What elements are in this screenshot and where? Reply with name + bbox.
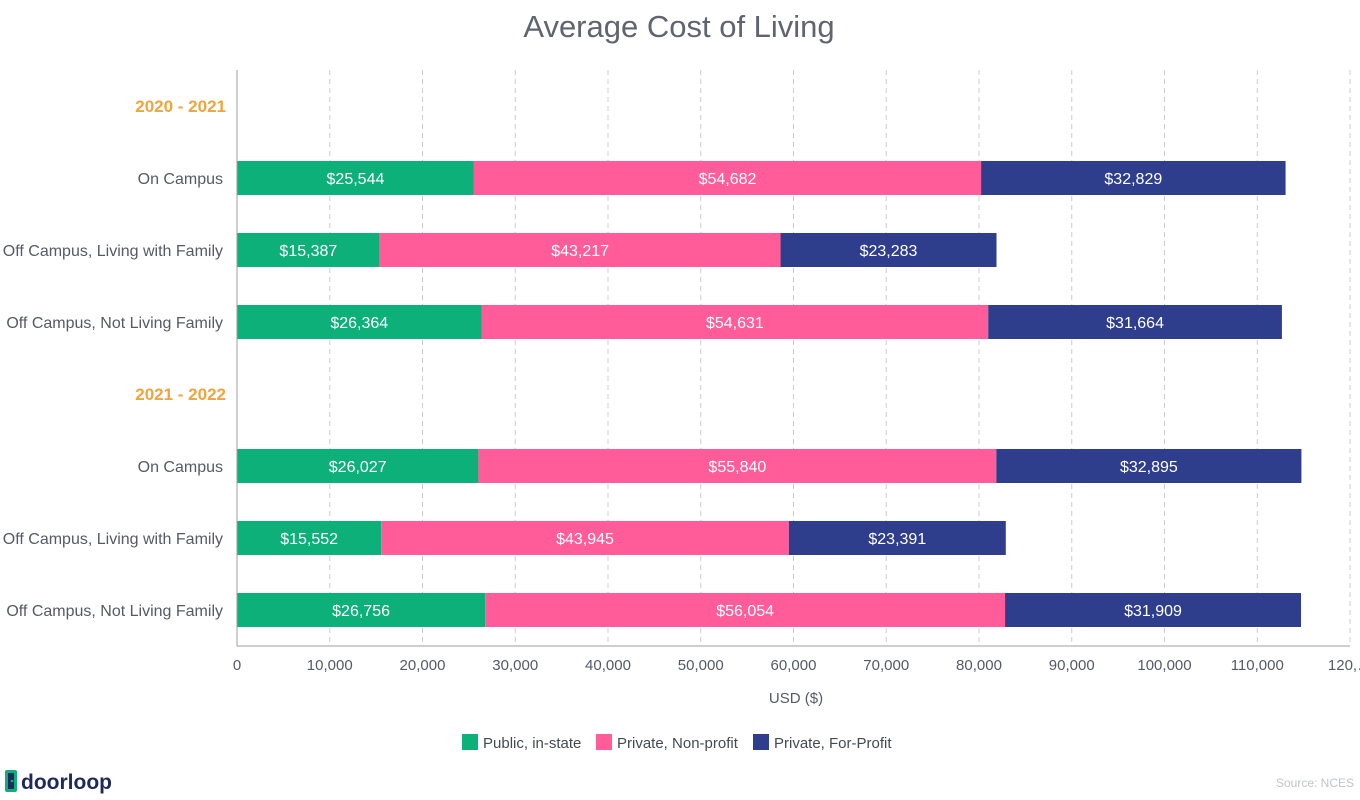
bar-segment-private-non-profit: [473, 161, 982, 195]
legend-swatch: [462, 734, 478, 750]
legend-swatch: [753, 734, 769, 750]
category-label: Off Campus, Living with Family: [3, 243, 223, 260]
bar-value-label: $15,552: [280, 531, 338, 548]
x-tick-label: 40,000: [585, 657, 631, 674]
category-label: On Campus: [138, 459, 223, 476]
bar-value-label: $25,544: [327, 171, 385, 188]
group-label: 2020 - 2021: [135, 97, 226, 116]
bar-segment-private-for-profit: [788, 521, 1006, 555]
x-tick-label: 60,000: [771, 657, 817, 674]
bar-segment-public-in-state: [237, 593, 486, 627]
brand-logo: doorloop: [5, 770, 112, 794]
category-label: On Campus: [138, 171, 223, 188]
bar-segment-private-non-profit: [485, 593, 1006, 627]
legend-swatch: [596, 734, 612, 750]
bar-segment-public-in-state: [237, 161, 474, 195]
bar-segment-public-in-state: [237, 233, 380, 267]
x-tick-label: 20,000: [400, 657, 446, 674]
x-axis-ticks: 0 10,000 20,000 30,000 40,000 50,000 60,000 70,…: [233, 657, 1360, 674]
bar-segment-private-for-profit: [981, 161, 1286, 195]
legend-label: Public, in-state: [483, 735, 581, 752]
bar-segment-private-for-profit: [988, 305, 1282, 339]
x-tick-label: 0: [233, 657, 241, 674]
x-tick-label: 10,000: [307, 657, 353, 674]
bar-value-label: $31,909: [1124, 603, 1182, 620]
bar-segment-private-non-profit: [478, 449, 997, 483]
bar-segment-private-for-profit: [1005, 593, 1302, 627]
bar-value-label: $31,664: [1106, 315, 1164, 332]
category-label: Off Campus, Not Living Family: [6, 315, 223, 332]
bar-segment-public-in-state: [237, 521, 382, 555]
bar-value-label: $15,387: [279, 243, 337, 260]
bar-value-label: $54,631: [706, 315, 764, 332]
gridlines: [329, 70, 1351, 646]
bars: $25,544 $54,682 $32,829 $15,387 $43,217 $23,2…: [237, 161, 1302, 627]
bar-value-label: $26,027: [329, 459, 387, 476]
bar-value-label: $54,682: [699, 171, 757, 188]
category-label: Off Campus, Not Living Family: [6, 603, 223, 620]
chart-title: Average Cost of Living: [523, 9, 834, 44]
bar-segment-private-for-profit: [780, 233, 997, 267]
bar-value-label: $56,054: [716, 603, 774, 620]
bar-segment-private-non-profit: [481, 305, 989, 339]
category-labels: 2020 - 2021 On Campus Off Campus, Living w…: [3, 97, 226, 620]
x-tick-label: 80,000: [956, 657, 1002, 674]
bar-value-label: $55,840: [708, 459, 766, 476]
bar-segment-public-in-state: [237, 449, 479, 483]
bar-value-label: $23,391: [868, 531, 926, 548]
bar-segment-private-non-profit: [381, 521, 789, 555]
bar-value-label: $43,217: [551, 243, 609, 260]
x-tick-label: 110,000: [1231, 657, 1284, 674]
x-tick-label: 50,000: [678, 657, 724, 674]
brand-name: doorloop: [21, 771, 112, 794]
bar-segment-private-non-profit: [379, 233, 781, 267]
x-tick-label: 120,…: [1328, 657, 1360, 674]
bar-segment-public-in-state: [237, 305, 482, 339]
bar-value-label: $23,283: [860, 243, 918, 260]
bar-value-label: $32,829: [1104, 171, 1162, 188]
bar-value-label: $43,945: [556, 531, 614, 548]
x-tick-label: 70,000: [863, 657, 909, 674]
category-label: Off Campus, Living with Family: [3, 531, 223, 548]
x-tick-label: 100,000: [1137, 657, 1191, 674]
legend-label: Private, For-Profit: [774, 735, 892, 752]
legend-label: Private, Non-profit: [617, 735, 739, 752]
x-axis-title: USD ($): [769, 690, 823, 707]
bar-segment-private-for-profit: [996, 449, 1302, 483]
group-label: 2021 - 2022: [135, 385, 226, 404]
x-tick-label: 30,000: [492, 657, 538, 674]
x-tick-label: 90,000: [1049, 657, 1095, 674]
bar-value-label: $26,756: [332, 603, 390, 620]
bar-value-label: $26,364: [330, 315, 388, 332]
source-note: Source: NCES: [1276, 776, 1354, 790]
bar-value-label: $32,895: [1120, 459, 1178, 476]
legend: Public, in-state Private, Non-profit Priva…: [462, 734, 892, 752]
